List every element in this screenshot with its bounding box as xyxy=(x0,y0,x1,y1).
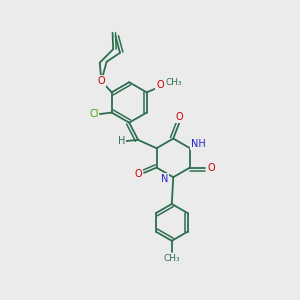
Text: Cl: Cl xyxy=(89,109,99,119)
Text: O: O xyxy=(156,80,164,90)
Text: CH₃: CH₃ xyxy=(165,78,182,87)
Text: O: O xyxy=(208,163,215,172)
Text: O: O xyxy=(176,112,183,122)
Text: CH₃: CH₃ xyxy=(164,254,180,262)
Text: N: N xyxy=(161,174,169,184)
Text: NH: NH xyxy=(191,139,206,149)
Text: O: O xyxy=(98,76,105,86)
Text: O: O xyxy=(134,169,142,179)
Text: H: H xyxy=(118,136,125,146)
